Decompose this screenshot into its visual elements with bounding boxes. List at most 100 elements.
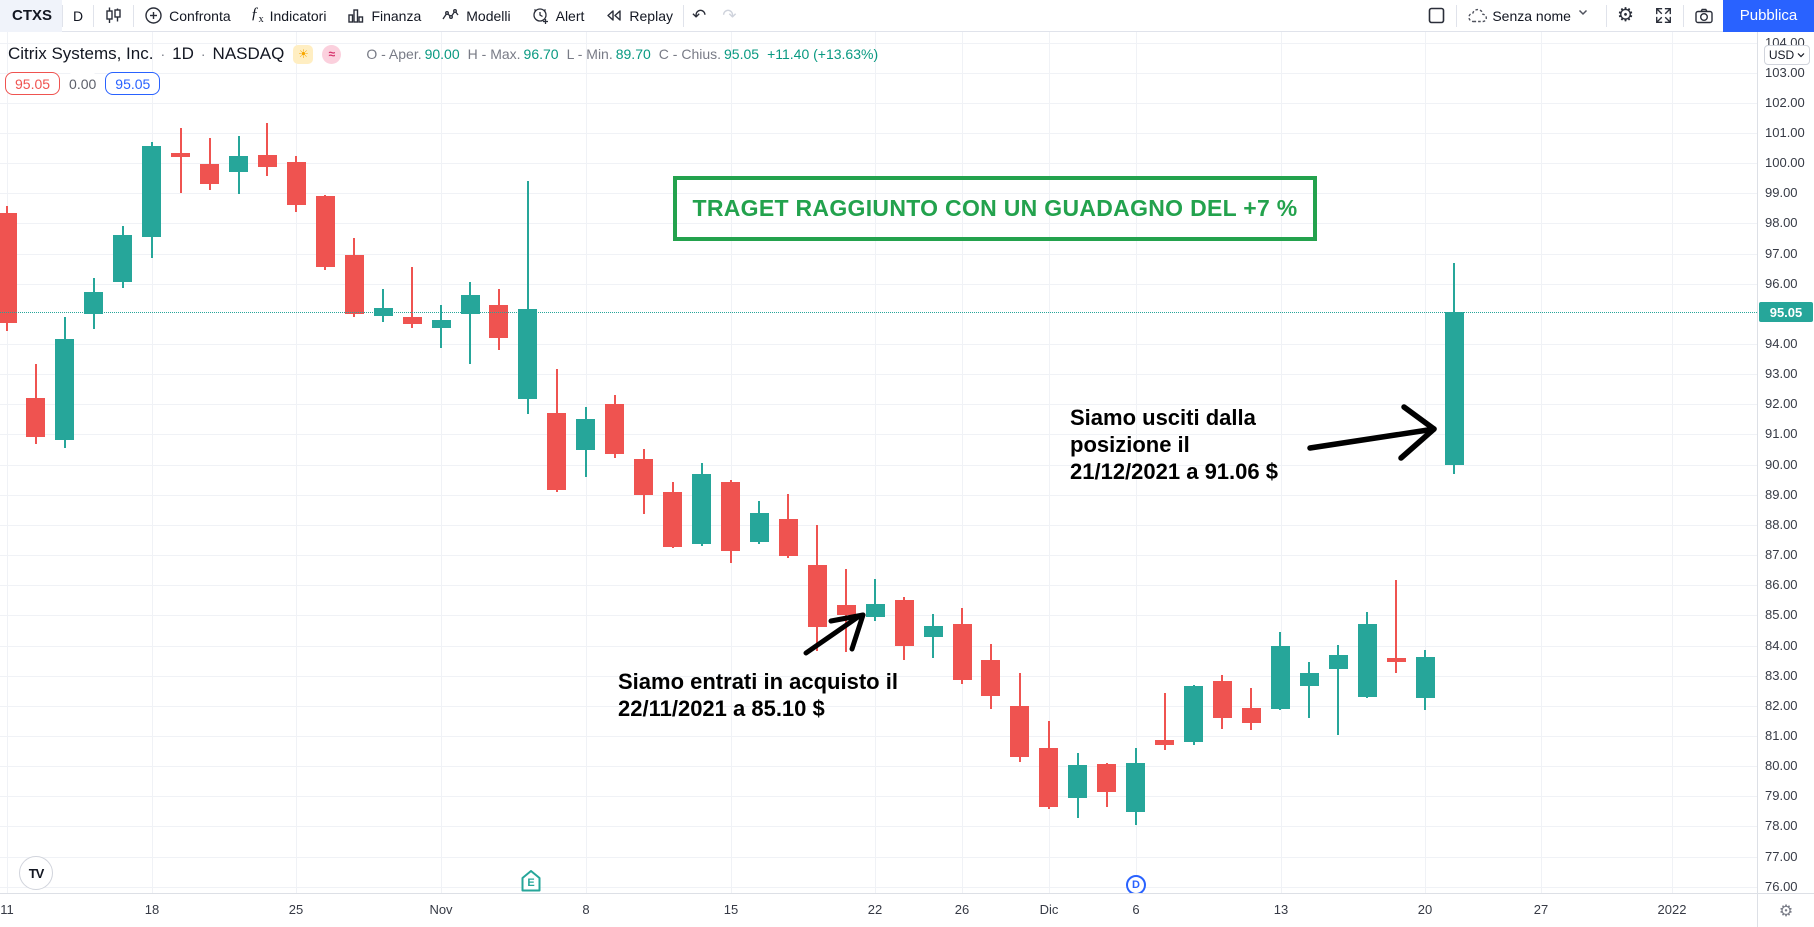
publish-button[interactable]: Pubblica [1723,0,1814,32]
market-open-sun-icon: ☀ [293,44,314,64]
legend-symbol-title[interactable]: Citrix Systems, Inc. [8,44,154,63]
replay-button[interactable]: Replay [594,0,683,32]
axis-corner: ⚙ [1757,893,1814,927]
buy-price-chip[interactable]: 95.05 [105,72,161,95]
chart-settings-button[interactable]: ⚙ [1607,0,1644,32]
currency-selector[interactable]: USD [1764,45,1810,65]
bar-chart-icon [346,6,365,25]
ohlc-label: O - Aper. [366,46,422,62]
candle [489,305,509,339]
exit-arrow[interactable] [1307,404,1437,461]
candle [952,623,972,681]
indicators-button[interactable]: ƒx Indicatori [241,0,337,32]
toolbar-separator [93,4,95,27]
compare-button[interactable]: Confronta [134,0,240,32]
price-axis[interactable]: 104.00 103.00 102.00 101.00 100.00 99.00 98.00… [1757,32,1814,894]
candle [257,154,277,167]
candle [1270,645,1290,709]
chart-legend: Citrix Systems, Inc. · 1D · NASDAQ ☀ ≈ O… [8,44,878,64]
candle-wick [179,128,182,194]
price-tick-label: 102.00 [1765,94,1805,110]
candle [1415,656,1435,698]
h-gridline [0,102,1757,104]
earnings-marker[interactable]: E [521,870,541,892]
undo-button[interactable]: ↶ [692,5,707,25]
h-gridline [0,494,1757,496]
chevron-down-icon [1797,53,1805,58]
tradingview-logo[interactable]: TV [19,856,53,890]
entry-arrow[interactable] [803,612,866,656]
last-price-axis-tag: 95.05 [1759,302,1813,323]
toolbar-separator [1683,4,1684,27]
h-gridline [0,434,1757,436]
price-tick-label: 93.00 [1765,366,1798,382]
candle [373,308,393,316]
layout-select-button[interactable] [1417,0,1456,32]
price-tick-label: 81.00 [1765,727,1798,743]
price-tick-label: 82.00 [1765,697,1798,713]
candle [1039,747,1059,807]
h-gridline [0,344,1757,345]
h-gridline [0,524,1757,526]
interval-button[interactable]: D [73,7,84,24]
candle [547,413,567,490]
patterns-button[interactable]: Modelli [431,0,520,32]
legend-interval[interactable]: 1D [172,44,194,63]
time-tick-label: 18 [144,902,160,917]
candle [1184,686,1204,742]
v-gridline [441,32,442,893]
candle [402,317,422,325]
candle-wick [411,266,414,329]
entry-position-note[interactable]: Siamo entrati in acquisto il 22/11/2021 … [618,669,898,721]
candle [1241,707,1261,723]
annotation-arrows [803,404,1437,656]
price-tick-label: 97.00 [1765,245,1798,261]
time-tick-label: Dic [1039,902,1059,917]
exit-position-note[interactable]: Siamo usciti dalla posizione il 21/12/20… [1070,405,1278,484]
v-gridline [1281,32,1282,893]
ohlc-readout: O - Aper. 90.00 H - Max. 96.70 L - Min. 89.70… [366,46,878,62]
candle [315,195,335,267]
price-tick-label: 94.00 [1765,336,1798,351]
legend-exchange[interactable]: NASDAQ [212,44,285,63]
price-tick-label: 87.00 [1765,547,1798,563]
candle [1126,763,1146,812]
price-tick-label: 92.00 [1765,396,1798,412]
chart-plot-area[interactable]: Citrix Systems, Inc. · 1D · NASDAQ ☀ ≈ O… [0,32,1757,893]
v-gridline [1049,32,1050,893]
scales-settings-icon[interactable]: ⚙ [1778,902,1794,920]
v-gridline [1541,32,1542,893]
candle [721,482,740,552]
candle-wick [469,282,472,365]
plus-circle-icon [144,6,163,25]
target-annotation-box[interactable]: TRAGET RAGGIUNTO CON UN GUADAGNO DEL +7 … [673,176,1317,241]
alert-button[interactable]: Alert [521,0,595,32]
candle [200,164,220,185]
v-gridline [1425,32,1426,893]
candle-wick [1337,644,1340,736]
toolbar-separator [133,4,135,27]
sell-price-chip[interactable]: 95.05 [5,72,61,95]
price-tick-label: 85.00 [1765,607,1798,623]
fullscreen-arrows-icon [1654,6,1673,25]
h-gridline [0,72,1757,74]
candle [55,339,75,441]
dividend-marker[interactable]: D [1126,875,1146,893]
snapshot-button[interactable] [1684,0,1723,32]
candle [1068,765,1088,799]
time-axis[interactable]: 11 18 25 Nov 8 15 22 26 Dic 6 13 20 27 2022 [0,893,1757,927]
svg-text:E: E [527,877,534,889]
fullscreen-button[interactable] [1644,0,1683,32]
time-tick-label: 8 [582,902,590,917]
chart-style-button[interactable] [94,0,133,32]
ohlc-change: +11.40 (+13.63%) [767,46,879,62]
delayed-data-icon: ≈ [322,44,342,64]
toolbar-separator [683,4,684,27]
save-layout-button[interactable]: Senza nome [1457,0,1606,32]
h-gridline [0,796,1757,798]
time-tick-label: 6 [1132,902,1140,917]
candle [460,295,480,315]
price-tick-label: 96.00 [1765,275,1798,291]
financials-button[interactable]: Finanza [336,0,431,32]
symbol-button[interactable]: CTXS [0,0,63,32]
